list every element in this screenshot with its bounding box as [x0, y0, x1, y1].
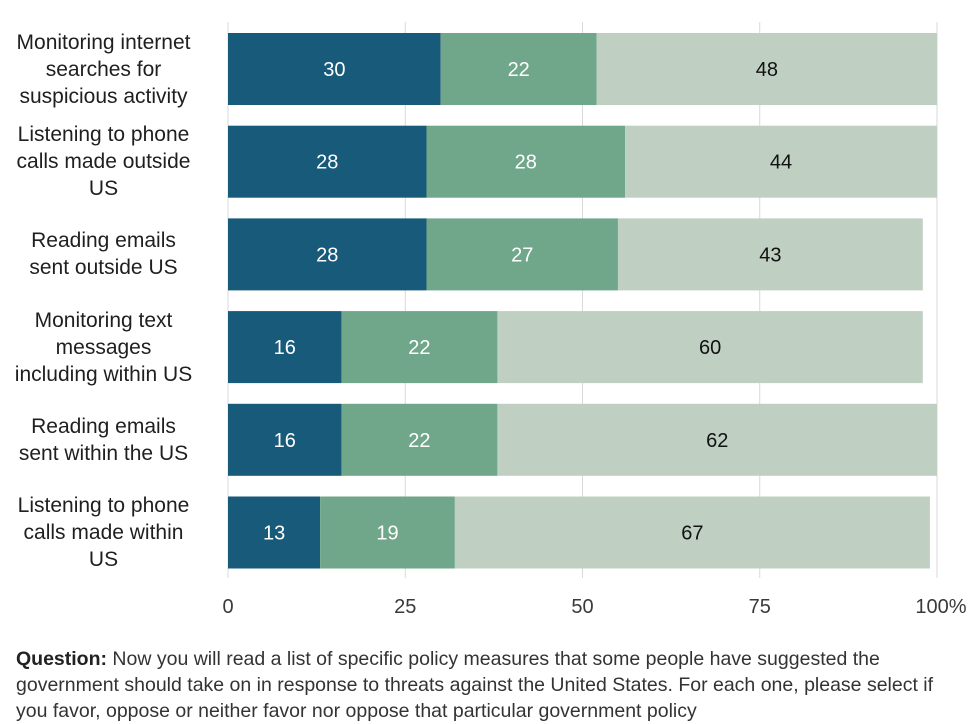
bar-segment-4-1 — [341, 403, 498, 476]
category-label-line: US — [88, 548, 119, 571]
x-tick-label-3: 75 — [749, 596, 771, 618]
bar-segment-3-0 — [228, 311, 342, 384]
bar-segment-2-1 — [426, 218, 618, 291]
category-label-line: searches for — [45, 57, 162, 81]
data-label-4-0: 16 — [274, 430, 296, 452]
x-tick-label-4: 100% — [915, 596, 966, 618]
x-tick-label-0: 0 — [222, 596, 233, 618]
data-label-2-1: 27 — [511, 244, 533, 266]
category-label-4: Reading emails sent within the US — [0, 413, 207, 467]
bar-segment-0-1 — [440, 33, 597, 105]
bar-segment-4-0 — [228, 403, 342, 476]
x-tick-label-1: 25 — [394, 596, 416, 618]
bar-segment-4-2 — [497, 403, 937, 476]
question-text: Now you will read a list of specific pol… — [16, 648, 934, 722]
category-label-3: Monitoring text messages including within … — [0, 307, 207, 388]
data-label-2-0: 28 — [316, 244, 338, 266]
category-label-line: calls made within — [23, 521, 184, 544]
category-label-line: Monitoring internet — [16, 30, 191, 54]
bar-segment-3-1 — [341, 311, 498, 384]
category-label-line: US — [88, 177, 119, 201]
question-label: Question: — [16, 648, 107, 670]
category-label-line: Monitoring text — [34, 308, 173, 332]
category-label-line: Listening to phone — [17, 494, 190, 517]
bar-segment-1-1 — [426, 125, 626, 198]
category-label-line: messages — [55, 335, 152, 359]
stacked-bar-chart: 30 22 48 28 28 44 28 27 43 16 22 60 16 22 62 13 19 67 0 25 5… — [222, 22, 967, 618]
data-label-0-0: 30 — [323, 59, 345, 81]
data-label-5-0: 13 — [263, 523, 285, 545]
bar-segment-3-2 — [497, 311, 923, 384]
category-label-0: Monitoring internet searches for suspiciou… — [0, 29, 207, 110]
data-label-1-1: 28 — [515, 152, 537, 174]
data-label-0-1: 22 — [508, 59, 530, 81]
data-label-3-0: 16 — [274, 337, 296, 359]
question-footnote: Question: Now you will read a list of sp… — [16, 646, 966, 724]
category-label-1: Listening to phone calls made outside US — [0, 121, 207, 202]
category-label-line: sent within the US — [18, 441, 189, 465]
category-label-line: Listening to phone — [17, 123, 190, 147]
data-label-2-2: 43 — [759, 244, 781, 266]
data-label-4-1: 22 — [408, 430, 430, 452]
category-label-line: Reading emails — [31, 414, 176, 438]
bar-segment-2-2 — [617, 218, 923, 291]
x-tick-label-2: 50 — [571, 596, 593, 618]
data-label-3-1: 22 — [408, 337, 430, 359]
bar-segment-0-0 — [228, 33, 441, 105]
bar-segment-1-0 — [228, 125, 427, 198]
data-label-1-0: 28 — [316, 152, 338, 174]
category-label-line: sent outside US — [29, 256, 178, 280]
data-label-4-2: 62 — [706, 430, 728, 452]
data-label-5-2: 67 — [681, 523, 703, 545]
category-label-line: calls made outside — [16, 150, 191, 174]
category-label-line: Reading emails — [31, 229, 176, 253]
bar-segment-0-2 — [596, 33, 937, 105]
data-label-0-2: 48 — [756, 59, 778, 81]
category-label-2: Reading emails sent outside US — [0, 227, 207, 281]
bar-segment-5-0 — [228, 496, 321, 569]
category-label-line: suspicious activity — [19, 84, 188, 108]
bar-segment-2-0 — [228, 218, 427, 291]
bar-segment-5-2 — [454, 496, 930, 569]
category-label-line: including within US — [14, 362, 193, 386]
bar-segment-1-2 — [625, 125, 937, 198]
data-label-3-2: 60 — [699, 337, 721, 359]
data-label-5-1: 19 — [376, 523, 398, 545]
category-label-5: Listening to phone calls made within US — [0, 492, 207, 573]
bar-segment-5-1 — [320, 496, 455, 569]
data-label-1-2: 44 — [770, 152, 792, 174]
